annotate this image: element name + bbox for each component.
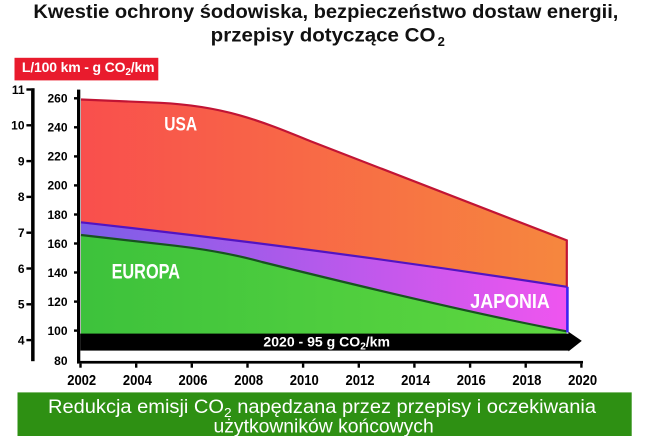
svg-text:80: 80 (54, 354, 68, 368)
svg-text:160: 160 (47, 237, 67, 251)
svg-text:Redukcja emisji CO2 napędzana: Redukcja emisji CO 2 napędzana przez prze… (48, 397, 596, 420)
svg-text:2012: 2012 (346, 372, 375, 389)
svg-text:2016: 2016 (457, 372, 486, 389)
svg-text:5: 5 (18, 298, 25, 312)
svg-text:USA: USA (164, 113, 197, 135)
svg-text:8: 8 (18, 190, 25, 204)
svg-text:2018: 2018 (512, 372, 541, 389)
svg-text:100: 100 (47, 324, 67, 338)
svg-text:10: 10 (11, 119, 25, 133)
svg-text:2010: 2010 (290, 372, 319, 389)
svg-text:4: 4 (18, 333, 25, 347)
svg-text:120: 120 (47, 295, 67, 309)
svg-text:260: 260 (47, 92, 67, 106)
svg-text:L/100 km - g CO2/km: L/100 km - g CO2/km (22, 59, 154, 78)
svg-text:2020: 2020 (568, 372, 597, 389)
svg-text:Kwestie ochrony śodowiska, bez: Kwestie ochrony śodowiska, bezpieczeństw… (33, 2, 618, 23)
svg-text:przepisy dotyczące CO: przepisy dotyczące CO (211, 26, 436, 47)
svg-text:2006: 2006 (179, 372, 208, 389)
svg-text:240: 240 (47, 121, 67, 135)
svg-text:140: 140 (47, 266, 67, 280)
svg-text:7: 7 (18, 226, 25, 240)
svg-text:użytkowników końcowych: użytkowników końcowych (214, 416, 434, 436)
svg-text:2008: 2008 (234, 372, 263, 389)
svg-text:2002: 2002 (67, 372, 96, 389)
svg-text:2004: 2004 (123, 372, 153, 389)
svg-text:2: 2 (438, 34, 445, 49)
svg-text:200: 200 (47, 179, 67, 193)
svg-text:2020 - 95 g CO2/km: 2020 - 95 g CO2/km (263, 334, 390, 353)
svg-text:6: 6 (18, 262, 25, 276)
svg-text:EUROPA: EUROPA (112, 260, 181, 283)
svg-text:11: 11 (12, 83, 25, 97)
svg-text:9: 9 (18, 154, 25, 168)
svg-text:220: 220 (47, 150, 67, 164)
svg-text:2014: 2014 (401, 372, 431, 389)
svg-text:180: 180 (47, 208, 67, 222)
svg-text:JAPONIA: JAPONIA (470, 291, 550, 313)
